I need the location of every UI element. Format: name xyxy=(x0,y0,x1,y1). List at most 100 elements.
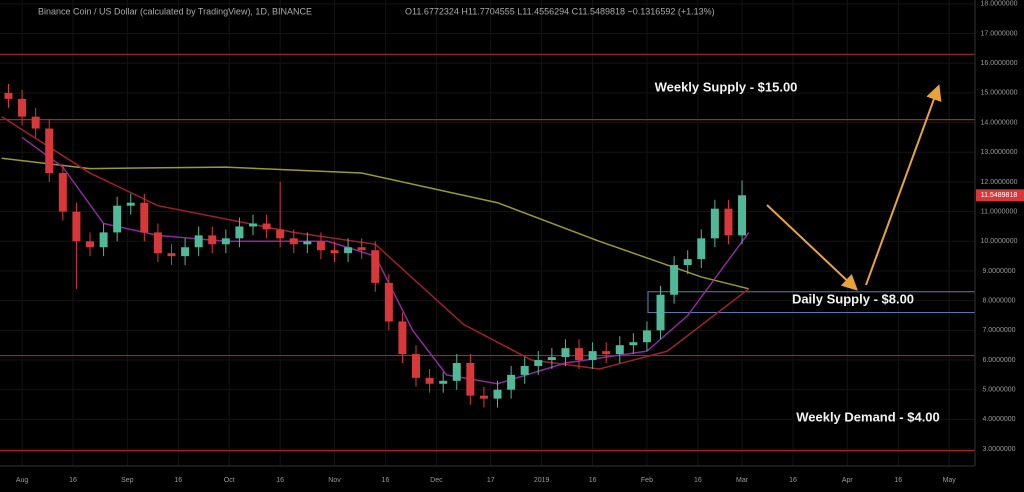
candle-body xyxy=(479,395,488,399)
y-tick-label: 18.0000000 xyxy=(981,1,1018,8)
candle-body xyxy=(710,208,719,239)
x-tick-label: 16 xyxy=(69,477,77,484)
candle-body xyxy=(507,374,516,390)
moving-average xyxy=(1,116,750,370)
y-tick-label: 9.0000000 xyxy=(982,268,1015,275)
x-tick-label: Mar xyxy=(736,477,749,484)
candle-body xyxy=(330,250,339,254)
x-tick-label: 16 xyxy=(589,477,597,484)
y-tick-label: 7.0000000 xyxy=(982,327,1015,334)
candle-body xyxy=(85,241,94,248)
candle-body xyxy=(670,265,679,295)
y-tick-label: 5.0000000 xyxy=(982,387,1015,394)
candle-body xyxy=(303,241,312,245)
annotation: Weekly Demand - $4.00 xyxy=(796,409,940,424)
annotation: Daily Supply - $8.00 xyxy=(792,291,914,306)
y-tick-label: 17.0000000 xyxy=(981,30,1018,37)
candle-body xyxy=(31,116,40,129)
x-tick-label: Dec xyxy=(430,477,443,484)
candle-body xyxy=(58,173,67,212)
y-tick-label: 10.0000000 xyxy=(981,238,1018,245)
candle-body xyxy=(208,235,217,245)
last-price-box xyxy=(976,189,1024,202)
candle-body xyxy=(439,380,448,384)
y-tick-label: 12.0000000 xyxy=(981,179,1018,186)
candle-body xyxy=(452,363,461,381)
candle-body xyxy=(561,348,570,358)
x-tick-label: 17 xyxy=(487,477,495,484)
y-tick-label: 8.0000000 xyxy=(982,298,1015,305)
candle-body xyxy=(45,128,54,174)
candle-body xyxy=(18,98,27,117)
x-tick-label: 16 xyxy=(276,477,284,484)
candle-body xyxy=(99,232,108,248)
candle-body xyxy=(126,202,135,206)
y-tick-label: 4.0000000 xyxy=(982,416,1015,423)
candle-body xyxy=(4,92,13,99)
candle-body xyxy=(384,282,393,322)
candle-body xyxy=(194,235,203,248)
candle-body xyxy=(575,348,584,361)
candle-body xyxy=(520,365,529,375)
x-tick-label: Feb xyxy=(641,477,653,484)
x-tick-label: Apr xyxy=(842,477,854,484)
candle-body xyxy=(534,360,543,366)
candle-body xyxy=(547,357,556,361)
x-tick-label: Oct xyxy=(224,477,235,484)
candle-body xyxy=(493,389,502,399)
x-tick-label: Aug xyxy=(16,477,29,484)
y-tick-label: 14.0000000 xyxy=(981,119,1018,126)
candle-body xyxy=(697,238,706,260)
y-tick-label: 13.0000000 xyxy=(981,149,1018,156)
x-tick-label: Sep xyxy=(121,477,134,484)
candle-body xyxy=(249,223,258,227)
candle-body xyxy=(344,247,353,254)
x-tick-label: 2019 xyxy=(534,477,550,484)
y-tick-label: 3.0000000 xyxy=(982,446,1015,453)
candle-body xyxy=(72,211,81,242)
candle-body xyxy=(221,238,230,245)
annotation: Weekly Supply - $15.00 xyxy=(655,79,798,94)
candle-body xyxy=(615,345,624,355)
candle-body xyxy=(153,232,162,254)
candle-body xyxy=(276,229,285,239)
y-tick-label: 11.0000000 xyxy=(981,208,1018,215)
candle-body xyxy=(629,342,638,346)
last-price-label: 11.5489818 xyxy=(981,192,1018,199)
ohlc-readout: O11.6772324 H11.7704555 L11.4556294 C11.… xyxy=(405,6,715,16)
y-tick-label: 16.0000000 xyxy=(981,60,1018,67)
y-tick-label: 6.0000000 xyxy=(982,357,1015,364)
candle-body xyxy=(289,238,298,245)
candle-body xyxy=(412,354,421,378)
candle-body xyxy=(588,351,597,361)
candle-body xyxy=(140,202,149,233)
x-tick-label: 16 xyxy=(894,477,902,484)
candle-body xyxy=(167,253,176,257)
candle-body xyxy=(683,259,692,266)
candle-body xyxy=(113,205,122,233)
candle-body xyxy=(656,294,665,331)
candle-body xyxy=(371,250,380,283)
y-tick-label: 15.0000000 xyxy=(981,90,1018,97)
candle-body xyxy=(738,195,747,236)
candle-body xyxy=(316,241,325,251)
x-tick-label: 16 xyxy=(382,477,390,484)
candle-body xyxy=(235,226,244,239)
chart-title: Binance Coin / US Dollar (calculated by … xyxy=(38,6,312,16)
x-tick-label: 16 xyxy=(174,477,182,484)
arrow xyxy=(865,84,942,286)
candle-body xyxy=(466,363,475,396)
x-tick-label: 16 xyxy=(694,477,702,484)
moving-average xyxy=(1,157,750,290)
x-tick-label: Nov xyxy=(328,477,341,484)
candle-body xyxy=(181,247,190,257)
candle-body xyxy=(398,321,407,355)
arrow xyxy=(766,204,858,291)
x-tick-label: May xyxy=(943,477,957,484)
candle-body xyxy=(602,351,611,355)
candle-body xyxy=(724,208,733,236)
candle-body xyxy=(425,377,434,384)
candle-body xyxy=(357,247,366,251)
candle-body xyxy=(642,330,651,343)
